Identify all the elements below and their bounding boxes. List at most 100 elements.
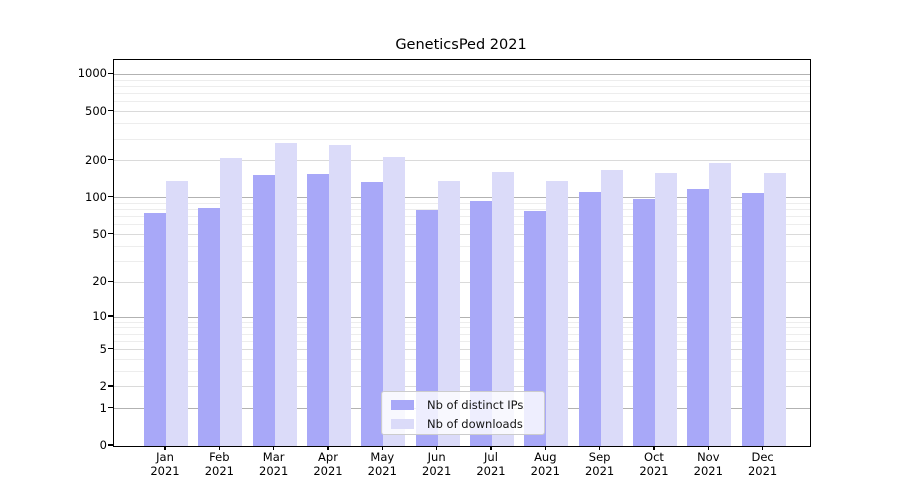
bar-distinct-ips — [252, 174, 275, 446]
gridline-minor — [114, 101, 810, 103]
gridline-minor — [114, 370, 810, 372]
x-axis-tick — [218, 446, 221, 450]
y-axis-tick — [108, 280, 113, 282]
x-axis-tick-label: Jan 2021 — [150, 450, 180, 478]
gridline-mid — [114, 349, 810, 351]
x-axis-tick — [164, 446, 166, 450]
gridline-minor — [114, 245, 810, 247]
x-axis-tick-label: Nov 2021 — [693, 450, 723, 478]
gridline-mid — [114, 160, 810, 162]
x-axis-tick — [707, 446, 709, 450]
legend-item-downloads: Nb of downloads — [391, 415, 544, 433]
y-axis-tick-label: 200 — [85, 152, 107, 167]
x-axis-tick — [761, 446, 764, 450]
x-axis-tick-label: Feb 2021 — [204, 450, 234, 478]
bar-distinct-ips — [687, 188, 710, 446]
bar-downloads — [763, 172, 786, 446]
y-axis-tick-label: 5 — [99, 341, 107, 356]
legend-label-downloads: Nb of downloads — [427, 417, 523, 431]
y-axis-tick — [108, 159, 113, 161]
y-axis-tick — [108, 196, 113, 198]
x-axis-tick-label: Aug 2021 — [530, 450, 560, 478]
y-axis-tick — [108, 444, 113, 446]
x-axis-tick — [490, 446, 492, 450]
legend: Nb of distinct IPs Nb of downloads — [381, 391, 545, 435]
gridline-decade — [114, 316, 810, 318]
gridline-minor — [114, 209, 810, 211]
bar-distinct-ips — [361, 182, 384, 446]
bar-downloads — [274, 143, 297, 446]
bar-distinct-ips — [469, 200, 492, 446]
bar-downloads — [546, 180, 569, 446]
y-axis-tick-label: 1 — [99, 400, 107, 415]
gridline-minor — [114, 202, 810, 204]
gridline-minor — [114, 138, 810, 140]
x-axis-tick-label: Jul 2021 — [476, 450, 506, 478]
gridline-mid — [114, 234, 810, 235]
legend-swatch-downloads — [391, 419, 414, 429]
gridline-minor — [114, 85, 810, 87]
x-axis-tick — [653, 446, 655, 450]
bar-distinct-ips — [306, 173, 329, 446]
x-axis-tick-label: Jun 2021 — [422, 450, 452, 478]
x-axis-tick — [598, 446, 601, 450]
bar-distinct-ips — [198, 208, 221, 446]
gridline-minor — [114, 93, 810, 95]
bar-downloads — [166, 180, 188, 446]
y-axis-tick-label: 20 — [92, 274, 107, 289]
y-axis-tick-label: 10 — [92, 309, 107, 324]
x-axis-tick-label: Mar 2021 — [259, 450, 289, 478]
y-axis-tick-label: 1000 — [77, 66, 107, 81]
gridline-minor — [114, 123, 810, 125]
x-axis-tick-label: May 2021 — [367, 450, 397, 478]
bar-distinct-ips — [524, 210, 547, 446]
x-axis-tick-label: Apr 2021 — [313, 450, 343, 478]
bar-downloads — [491, 172, 514, 446]
bar-distinct-ips — [144, 213, 166, 446]
legend-item-distinct-ips: Nb of distinct IPs — [391, 396, 544, 414]
bar-downloads — [654, 173, 677, 446]
x-axis-tick-label: Sep 2021 — [584, 450, 615, 478]
x-axis-tick — [544, 446, 546, 450]
bar-distinct-ips — [578, 192, 601, 446]
gridline-decade — [114, 73, 810, 75]
y-axis-tick-label: 50 — [92, 226, 107, 241]
gridline-decade — [114, 197, 810, 199]
gridline-minor — [114, 321, 810, 323]
y-axis-tick — [108, 347, 113, 350]
bar-distinct-ips — [741, 192, 764, 446]
chart-title: GeneticsPed 2021 — [395, 37, 527, 53]
gridline-minor — [114, 260, 810, 262]
y-axis-tick-label: 0 — [99, 438, 107, 452]
bar-downloads — [437, 181, 460, 446]
gridline-minor — [114, 224, 810, 226]
bar-downloads — [328, 144, 351, 446]
y-axis-tick — [108, 385, 113, 387]
x-axis-tick — [327, 446, 329, 450]
x-axis-tick — [272, 446, 275, 450]
y-axis-tick-label: 2 — [99, 378, 107, 393]
gridline-mid — [114, 111, 810, 113]
y-axis-tick — [108, 315, 113, 317]
bar-distinct-ips — [632, 199, 655, 446]
bar-downloads — [600, 170, 623, 446]
x-axis-tick-label: Oct 2021 — [639, 450, 669, 478]
x-axis-tick — [435, 446, 438, 450]
y-axis-tick-label: 500 — [85, 103, 107, 118]
plot-area: Nb of distinct IPs Nb of downloads — [113, 59, 811, 447]
gridline-mid — [114, 281, 810, 283]
bar-downloads — [383, 157, 406, 446]
gridline-minor — [114, 79, 810, 81]
gridline-minor — [114, 216, 810, 218]
x-axis-tick-label: Dec 2021 — [747, 450, 778, 478]
bar-downloads — [220, 158, 243, 446]
gridline-minor — [114, 327, 810, 329]
legend-swatch-distinct-ips — [391, 400, 414, 410]
bar-distinct-ips — [415, 210, 438, 446]
x-axis-tick — [381, 446, 383, 450]
y-axis-tick — [108, 232, 113, 235]
y-axis-tick — [108, 72, 113, 75]
legend-label-distinct-ips: Nb of distinct IPs — [427, 398, 524, 412]
gridline-minor — [114, 340, 810, 342]
